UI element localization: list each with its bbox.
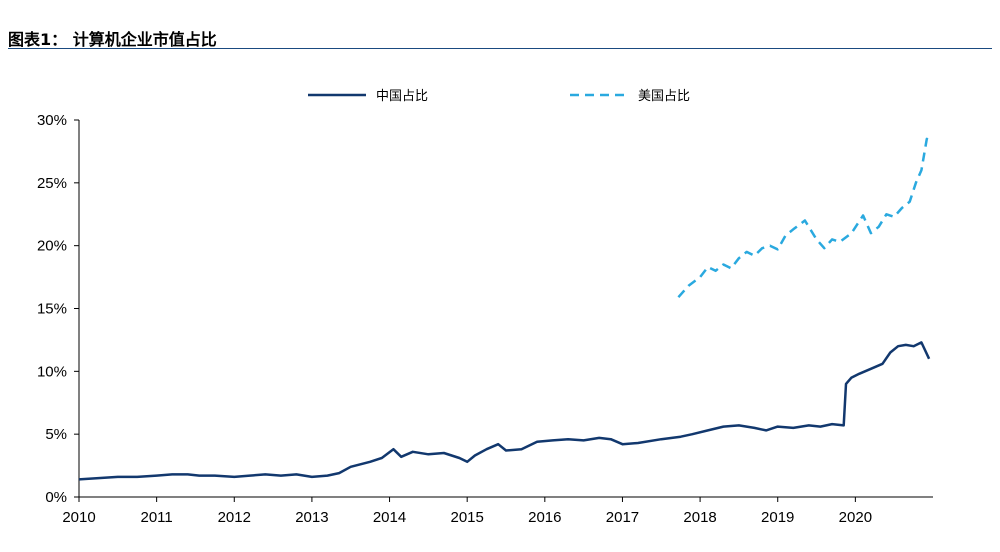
- y-tick-label: 20%: [37, 238, 67, 255]
- series-line-1: [78, 341, 931, 481]
- x-tick-label: 2013: [295, 509, 328, 526]
- y-tick-label: 30%: [37, 112, 67, 129]
- axes: 0% 5% 10% 15% 20% 25% 30% 2010 2011 2012 2013 2014 2…: [37, 112, 933, 526]
- x-tick-label: 2018: [683, 509, 716, 526]
- y-tick-label: 25%: [37, 175, 67, 192]
- y-tick-label: 10%: [37, 363, 67, 380]
- x-tick-label: 2019: [761, 509, 794, 526]
- x-tick-label: 2011: [141, 509, 173, 526]
- x-tick-label: 2017: [606, 509, 639, 526]
- series-line-2: [677, 137, 932, 299]
- x-tick-label: 2014: [373, 509, 406, 526]
- x-tick-label: 2010: [62, 509, 95, 526]
- y-tick-label: 0%: [45, 489, 67, 506]
- x-tick-label: 2012: [218, 509, 251, 526]
- chart-title-bar: 图表1： 计算机企业市值占比: [8, 20, 992, 50]
- legend-label-1: 中国占比: [376, 89, 428, 104]
- x-tick-label: 2015: [450, 509, 483, 526]
- legend-label-2: 美国占比: [638, 89, 690, 104]
- x-tick-label: 2016: [528, 509, 561, 526]
- y-tick-label: 15%: [37, 301, 67, 318]
- series-layer: [78, 137, 932, 481]
- y-tick-label: 5%: [45, 426, 67, 443]
- title-underline: [8, 48, 992, 49]
- legend: 中国占比 美国占比: [308, 89, 690, 104]
- chart-title: 图表1： 计算机企业市值占比: [8, 30, 217, 49]
- x-tick-label: 2020: [839, 509, 872, 526]
